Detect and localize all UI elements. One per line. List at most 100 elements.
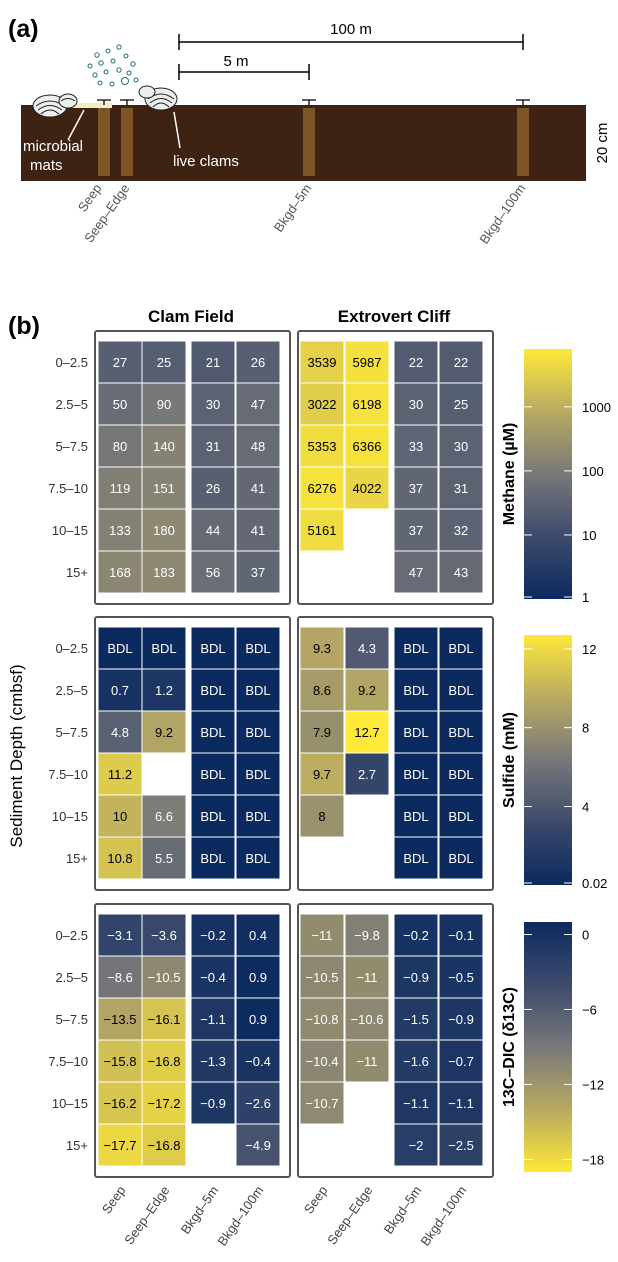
colorbar-13c-dic-13c: 0 −6 −12 −18 13C–DIC (δ13C) [501,922,604,1172]
heatmap-cell [438,382,484,426]
cell-value-label: 90 [157,397,171,412]
heatmap-cell [97,626,143,670]
heatmap-sulfide-mm-extrovert-cliff: 9.3 4.3 BDL BDL 8.6 9.2 BDL BDL 7.9 12.7 BDL BDL 9.7… [297,616,494,891]
depth-label: 2.5–5 [55,683,88,698]
cell-value-label: 140 [153,439,175,454]
cell-value-label: 32 [454,523,468,538]
field-frame [94,903,291,1178]
heatmap-cell [393,340,439,384]
clam-icon-left [32,93,78,118]
methane-bubbles-icon [87,44,139,87]
heatmap-methane-m-extrovert-cliff: 3539 5987 22 22 3022 6198 30 25 5353 6366 33 30 6276… [297,330,494,605]
heatmap-cell [393,668,439,712]
heatmap-cell [438,550,484,594]
cell-value-label: −16.8 [148,1138,181,1153]
depth-scale-label: 20 cm [594,123,611,164]
heatmap-cell [393,997,439,1041]
heatmap-cell [235,1039,281,1083]
heatmap-cell [438,913,484,957]
colorbar-tick-label: 1000 [582,400,611,415]
cell-value-label: −17.2 [148,1096,181,1111]
cell-value-label: BDL [200,851,225,866]
cell-value-label: 80 [113,439,127,454]
cell-value-label: −16.2 [104,1096,137,1111]
depth-label: 15+ [66,1138,88,1153]
cell-value-label: −9.8 [354,928,380,943]
cell-value-label: BDL [403,725,428,740]
heatmap-cell [97,382,143,426]
heatmap-cell [299,668,345,712]
heatmap-cell [235,550,281,594]
cell-value-label: BDL [107,641,132,656]
x-tick-label-bkgd-5m: Bkgd–5m [178,1183,222,1237]
heatmap-cell [141,794,187,838]
cell-value-label: 37 [409,523,423,538]
heatmap-cell [141,550,187,594]
core-markers [97,99,530,105]
cell-value-label: −3.1 [107,928,133,943]
clam-icon-right [138,85,178,111]
heatmap-cell [235,836,281,880]
cell-value-label: 180 [153,523,175,538]
heatmap-cell [235,710,281,754]
cell-value-label: 33 [409,439,423,454]
cell-value-label: BDL [151,641,176,656]
heatmap-cell [190,1039,236,1083]
scale-bar-100m [178,34,524,50]
colorbar-tick-label: 100 [582,464,604,479]
cell-value-label: −1.1 [403,1096,429,1111]
cell-value-label: 6.6 [155,809,173,824]
cell-value-label: −10.7 [306,1096,339,1111]
field-frame [94,330,291,605]
cell-value-label: −1.6 [403,1054,429,1069]
cell-value-label: −0.2 [403,928,429,943]
cell-value-label: 183 [153,565,175,580]
heatmap-13c-dic-13c-clam-field: −3.1 −3.6 −0.2 0.4 −8.6 −10.5 −0.4 0.9 −13.5 −16.… [94,903,291,1178]
x-tick-label-bkgd-100m: Bkgd–100m [214,1183,266,1248]
cell-value-label: −10.6 [351,1012,384,1027]
heatmap-cell [393,1039,439,1083]
cell-value-label: BDL [245,683,270,698]
heatmap-cell [141,626,187,670]
depth-label: 10–15 [52,809,88,824]
heatmap-cell [438,668,484,712]
live-clams-label: live clams [173,153,239,170]
cell-value-label: −10.8 [306,1012,339,1027]
heatmap-cell [393,626,439,670]
heatmap-cell [393,752,439,796]
colorbar-tick-label: −6 [582,1003,597,1018]
panel-a: (a) 100 m 5 m [8,15,611,247]
heatmap-cell [438,466,484,510]
heatmap-cell [97,424,143,468]
cell-value-label: BDL [448,725,473,740]
cell-value-label: 3022 [308,397,337,412]
cell-value-label: −16.8 [148,1054,181,1069]
core-bkgd-100m [517,108,529,176]
cell-value-label: BDL [245,725,270,740]
cell-value-label: 5987 [353,355,382,370]
y-axis-label: Sediment Depth (cmbsf) [7,664,26,847]
mats-leader-line [67,109,85,141]
heatmap-cell [438,424,484,468]
cell-value-label: BDL [448,683,473,698]
cell-value-label: 4.8 [111,725,129,740]
heatmap-cell [438,710,484,754]
cell-value-label: BDL [245,767,270,782]
cell-value-label: 0.7 [111,683,129,698]
cell-value-label: 43 [454,565,468,580]
colorbar-tick-label: 0 [582,928,589,943]
heatmap-cell [344,668,390,712]
depth-label: 2.5–5 [55,970,88,985]
cell-value-label: 9.3 [313,641,331,656]
heatmap-cell [299,710,345,754]
colorbar-tick-label: 0.02 [582,876,607,891]
heatmap-cell [141,340,187,384]
depth-label: 5–7.5 [55,1012,88,1027]
scale-bar-5m [178,64,310,80]
cell-value-label: 21 [206,355,220,370]
heatmap-cell [97,913,143,957]
heatmap-cell [299,997,345,1041]
heatmap-cell [141,1039,187,1083]
heatmap-cell [344,955,390,999]
x-tick-label-seep: Seep [301,1183,331,1216]
